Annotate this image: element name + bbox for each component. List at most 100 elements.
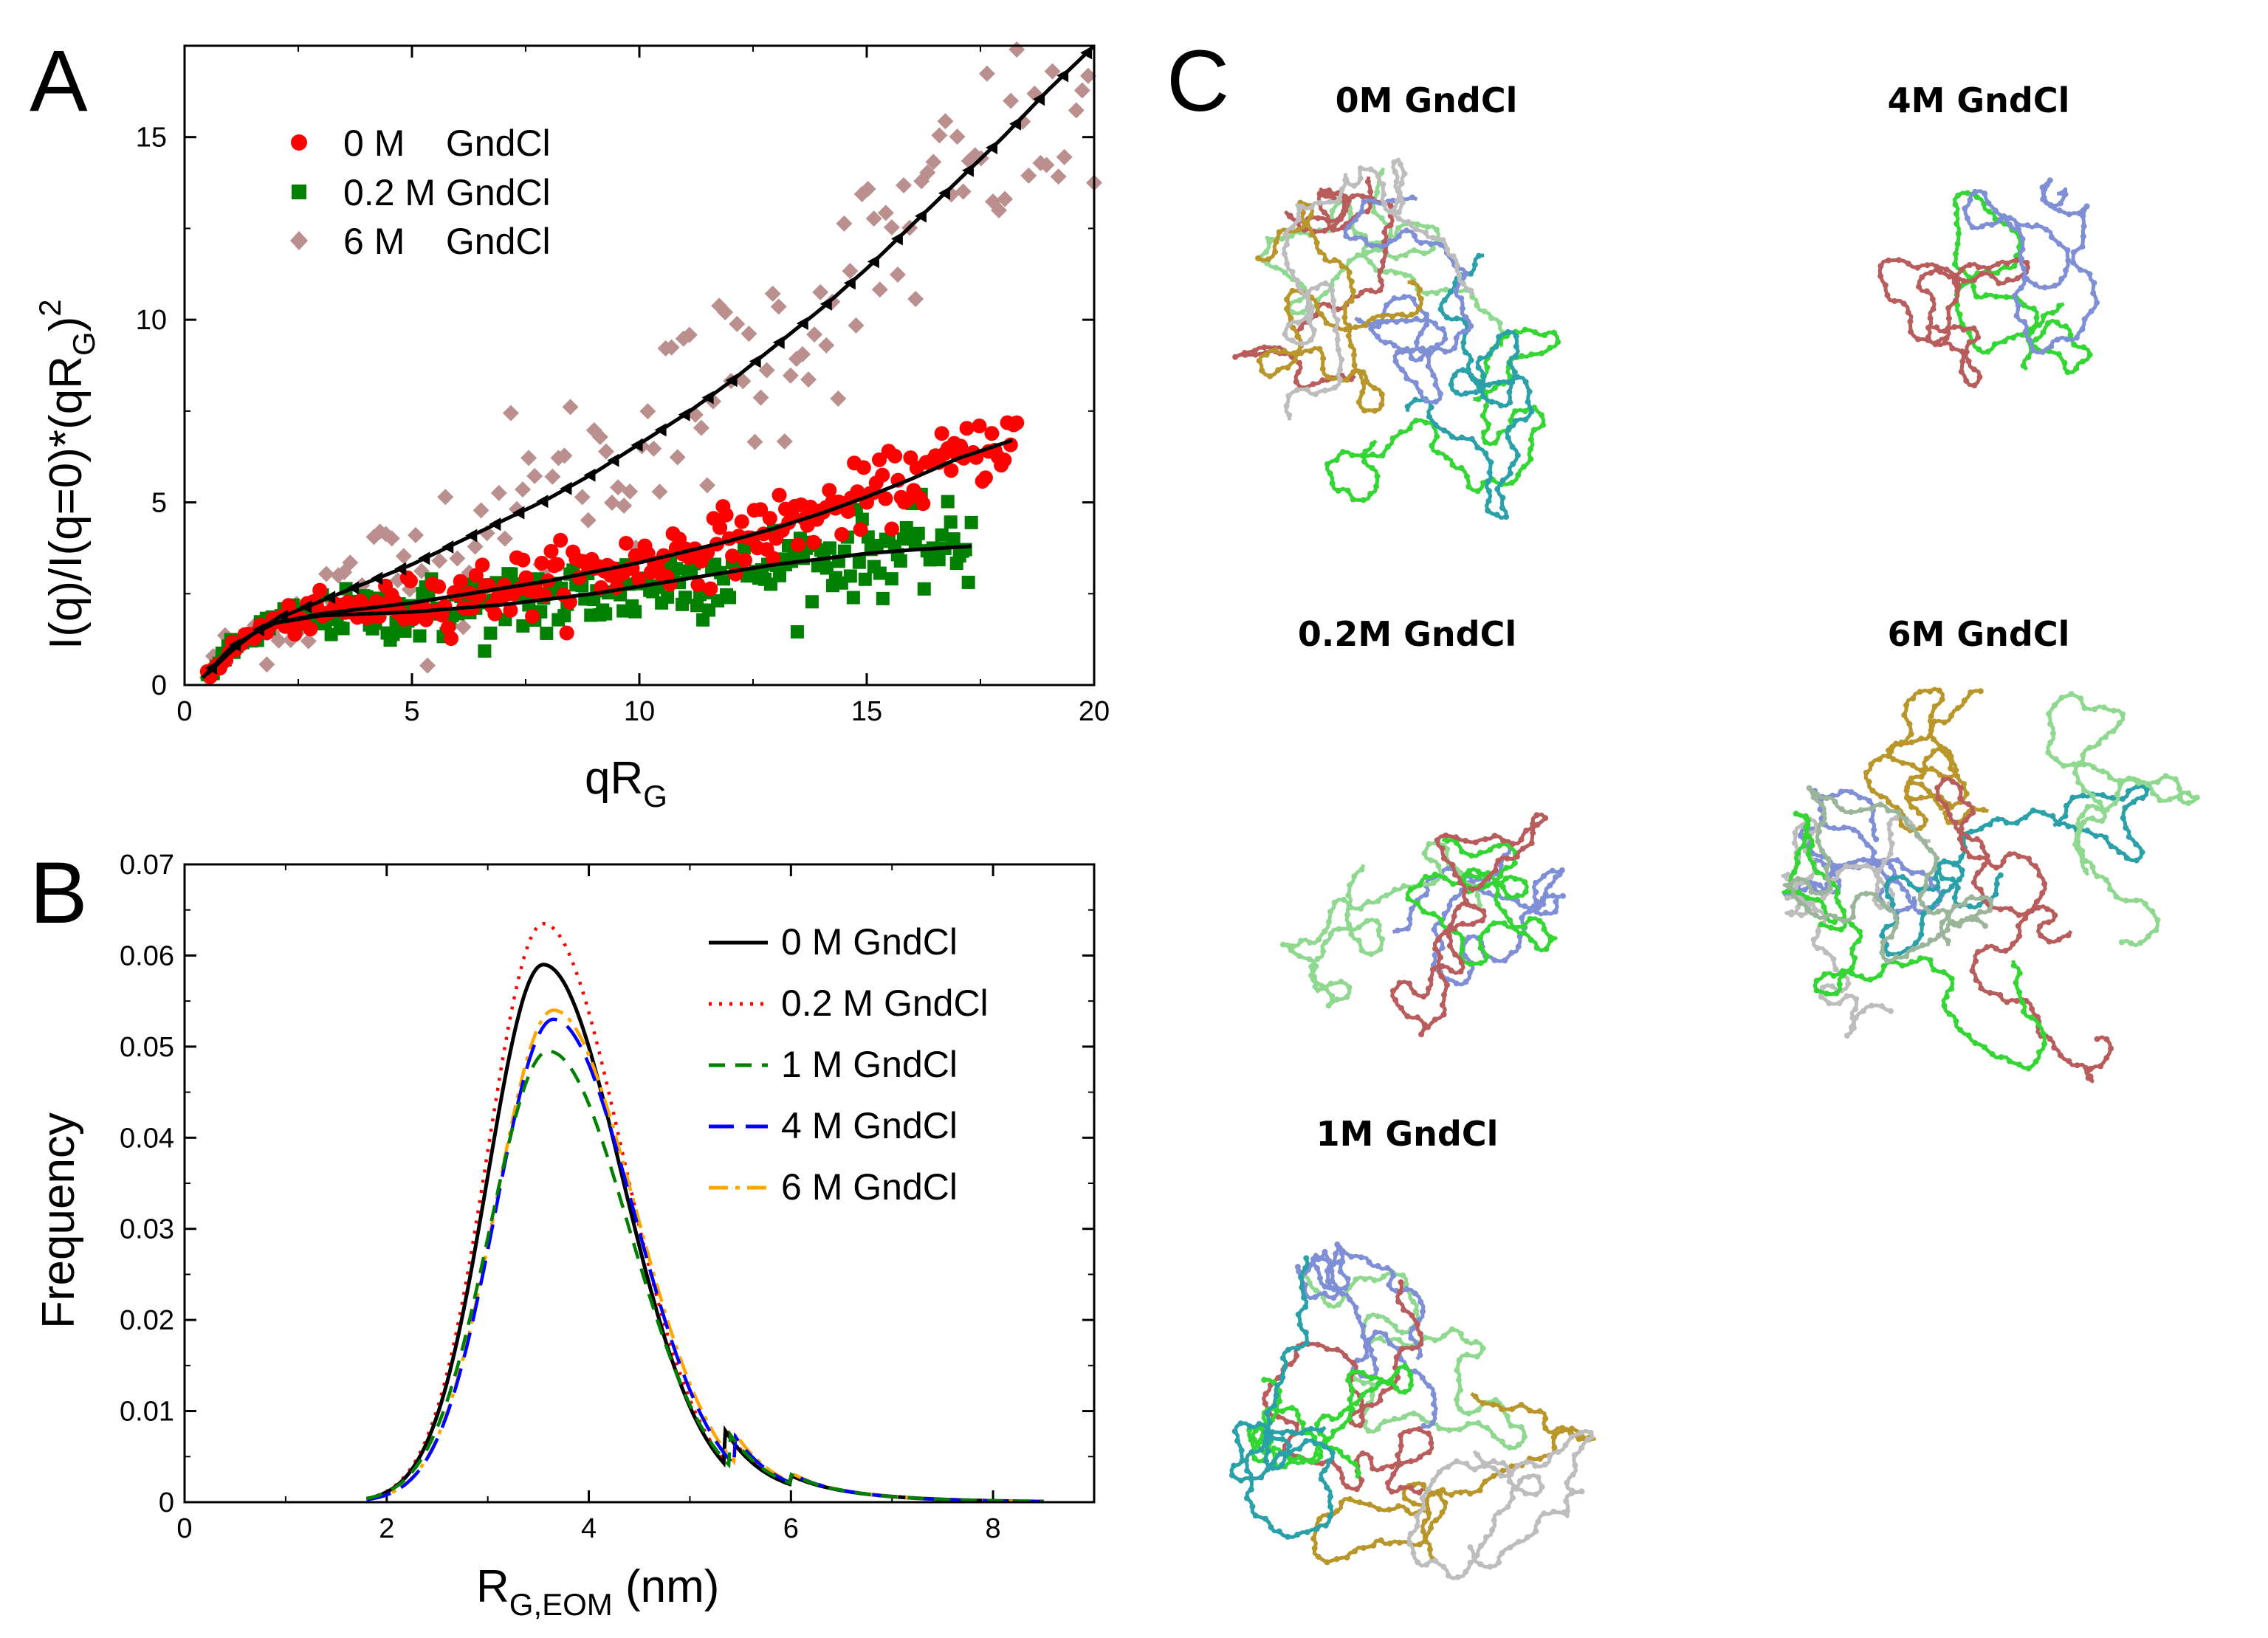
chain-bead <box>1931 748 1937 754</box>
chain-bead <box>1367 287 1374 294</box>
chain-bead <box>1310 1535 1317 1542</box>
chain-bead <box>1499 1467 1506 1474</box>
chain-bead <box>1572 1462 1578 1468</box>
chain-bead <box>1279 1436 1285 1442</box>
chain-bead <box>1931 718 1937 725</box>
chain-bead <box>1454 1458 1460 1465</box>
chain-bead <box>1927 315 1934 322</box>
chain-bead <box>2050 730 2056 737</box>
chain-bead <box>1275 1374 1282 1381</box>
chain-bead <box>1314 302 1321 309</box>
chain-bead <box>1395 1374 1401 1381</box>
b-ytick-label: 0.03 <box>120 1214 174 1245</box>
chain-bead <box>1418 1341 1424 1347</box>
chain-bead <box>1444 846 1451 853</box>
chain-bead <box>1429 442 1435 449</box>
chain-bead <box>1432 1016 1438 1023</box>
chain-bead <box>1900 886 1906 892</box>
chain-bead <box>1321 209 1327 216</box>
chain-bead <box>2004 261 2010 266</box>
chain-bead <box>1499 495 1506 501</box>
chain-bead <box>1405 218 1412 225</box>
a-point-6m <box>794 345 811 362</box>
chain-bead <box>1488 459 1494 466</box>
chain-bead <box>1432 952 1438 958</box>
chain-bead <box>1460 328 1467 335</box>
chain-bead <box>1374 189 1381 196</box>
chain-bead <box>1329 287 1336 294</box>
chain-bead <box>1863 769 1869 776</box>
chain-bead <box>1856 929 1863 935</box>
chain-bead <box>1911 901 1917 908</box>
chain-bead <box>1392 358 1399 365</box>
chain-bead <box>1918 735 1925 742</box>
chain-bead <box>1804 906 1811 913</box>
chain-bead <box>1351 182 1358 189</box>
chain-bead <box>1450 253 1457 260</box>
chain-bead <box>1398 1442 1404 1449</box>
chain-bead <box>2083 858 2089 864</box>
chain-bead <box>2131 799 2137 805</box>
a-point-0m <box>972 419 987 434</box>
chain-bead <box>1927 688 1934 695</box>
chain-bead <box>2052 912 2058 918</box>
chain-bead <box>1900 300 1907 307</box>
chain-bead <box>1511 860 1518 867</box>
chain-bead <box>1337 1268 1344 1275</box>
chain-bead <box>1358 1254 1364 1261</box>
chain-bead <box>1507 917 1513 923</box>
chain-bead <box>1303 1438 1309 1445</box>
chain-bead <box>1379 936 1386 943</box>
a-point-0.2m <box>911 526 925 540</box>
chain-bead <box>1333 1508 1340 1515</box>
chain-bead <box>1295 369 1302 376</box>
chain-bead <box>1341 304 1348 311</box>
chain-bead <box>2142 901 2148 907</box>
chain-bead <box>1998 1054 2004 1061</box>
chain-bead <box>1555 339 1561 345</box>
chain-bead <box>1547 345 1553 351</box>
chain-bead <box>1845 980 1852 987</box>
chain-bead <box>1951 861 1957 867</box>
chain-bead <box>1324 1484 1330 1491</box>
chain-bead <box>1284 1419 1291 1425</box>
chain-bead <box>1432 382 1439 388</box>
chain-bead <box>1906 881 1913 887</box>
chain-bead <box>1281 348 1288 354</box>
chain-bead <box>1432 320 1438 327</box>
chain-bead <box>1312 1440 1319 1447</box>
chain-bead <box>1324 1346 1330 1352</box>
chain-bead <box>1452 952 1459 958</box>
chain-bead <box>1518 836 1525 843</box>
chain-bead <box>2003 294 2010 300</box>
chain-bead <box>2015 923 2021 929</box>
chain-bead <box>2058 695 2065 701</box>
chain-bead <box>1386 208 1393 215</box>
chain-bead <box>1416 1489 1423 1496</box>
chain-bead <box>1407 887 1414 893</box>
chain-bead <box>1522 408 1528 414</box>
chain-bead <box>1355 399 1362 405</box>
chain-bead <box>1395 225 1401 231</box>
chain-bead <box>1351 362 1358 368</box>
a-point-0m <box>762 511 777 526</box>
chain-bead <box>1820 895 1827 901</box>
chain-bead <box>1262 1429 1269 1436</box>
chain-bead <box>1843 993 1850 999</box>
a-fit-marker <box>394 562 407 576</box>
panel-letter-c: C <box>1166 32 1229 130</box>
chain-bead <box>1514 1463 1521 1470</box>
chain-bead <box>1319 365 1326 372</box>
chain-bead <box>2063 323 2069 330</box>
b-ytick-label: 0.04 <box>120 1123 174 1154</box>
chain-bead <box>1357 165 1364 171</box>
a-xtick-label: 0 <box>176 696 192 727</box>
chain-bead <box>1349 1406 1355 1413</box>
chain-bead <box>1410 1298 1417 1305</box>
chain-bead <box>1347 343 1354 349</box>
chain-bead <box>1888 830 1894 837</box>
chain-bead <box>1299 1430 1305 1436</box>
chain-bead <box>1286 412 1293 419</box>
chain-bead <box>2066 211 2072 218</box>
chain-bead <box>2011 292 2018 299</box>
